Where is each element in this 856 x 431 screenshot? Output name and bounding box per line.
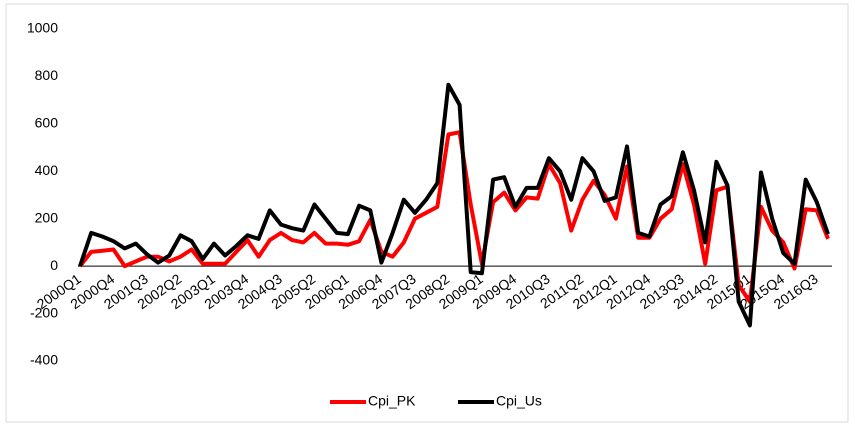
legend-label: Cpi_Us bbox=[496, 393, 542, 409]
series-line bbox=[78, 82, 830, 328]
y-tick-label: 0 bbox=[50, 257, 58, 273]
y-tick-label: 600 bbox=[35, 115, 59, 131]
y-tick-label: 1000 bbox=[27, 20, 58, 36]
y-tick-label: 200 bbox=[35, 209, 59, 225]
y-tick-label: -200 bbox=[30, 304, 58, 320]
y-tick-label: 400 bbox=[35, 162, 59, 178]
y-tick-label: 800 bbox=[35, 67, 59, 83]
series-line bbox=[78, 130, 830, 304]
y-tick-label: -400 bbox=[30, 352, 58, 368]
legend-label: Cpi_PK bbox=[368, 393, 416, 409]
